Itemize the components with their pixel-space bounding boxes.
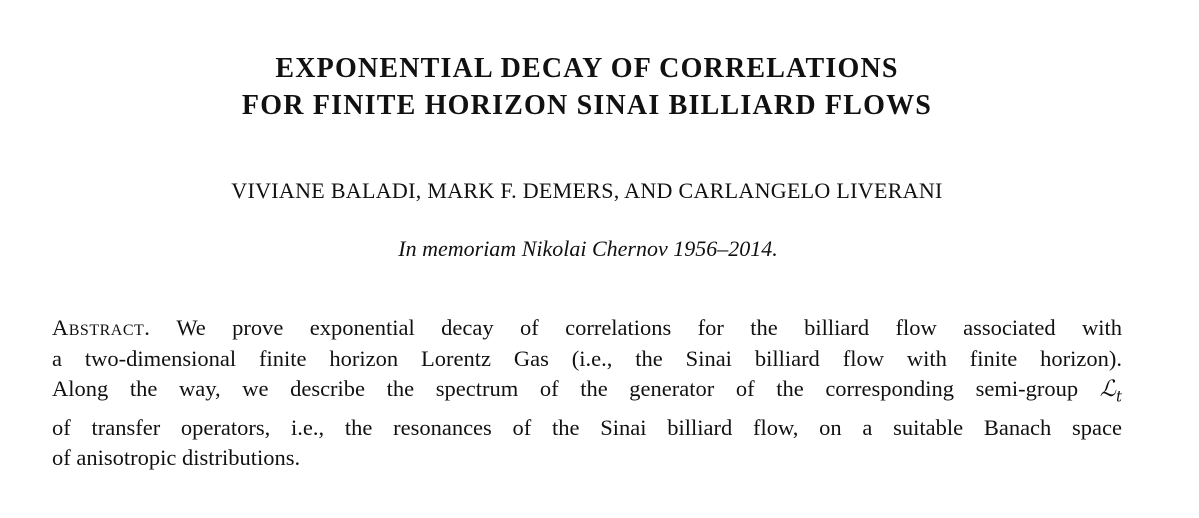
- operator-symbol: ℒ: [1099, 376, 1116, 403]
- abstract-line: of transfer operators, i.e., the resonan…: [52, 414, 1122, 440]
- abstract-label: Abstract.: [52, 315, 151, 340]
- paper-title: EXPONENTIAL DECAY OF CORRELATIONS FOR FI…: [0, 50, 1174, 124]
- operator-subscript: t: [1115, 387, 1123, 406]
- authors: VIVIANE BALADI, MARK F. DEMERS, AND CARL…: [231, 178, 943, 203]
- abstract-line: a two-dimensional finite horizon Lorentz…: [52, 345, 1122, 371]
- abstract-line: of anisotropic distributions.: [52, 445, 301, 471]
- abstract-text: Along the way, we describe the spectrum …: [52, 376, 1079, 402]
- dedication: In memoriam Nikolai Chernov 1956–2014.: [398, 236, 778, 261]
- title-line: EXPONENTIAL DECAY OF CORRELATIONS: [275, 53, 899, 84]
- abstract-line: Along the way, we describe the spectrum …: [52, 374, 1122, 412]
- abstract: Abstract. We prove exponential decay of …: [52, 313, 1122, 474]
- operator: ℒt: [1099, 376, 1122, 406]
- abstract-line: Abstract. We prove exponential decay of …: [52, 313, 1122, 344]
- abstract-text: We prove exponential decay of correlatio…: [176, 315, 1123, 340]
- title-line: FOR FINITE HORIZON SINAI BILLIARD FLOWS: [241, 90, 933, 121]
